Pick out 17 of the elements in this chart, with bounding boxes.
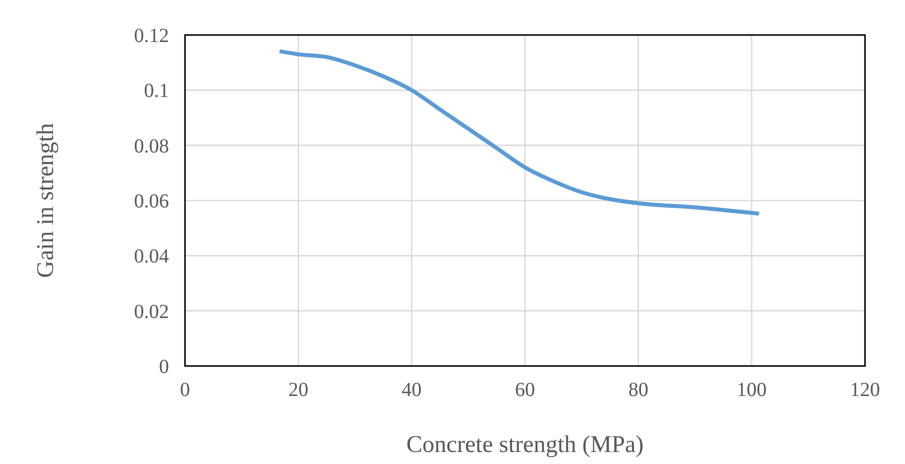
line-series bbox=[279, 50, 760, 216]
y-tick-label: 0.1 bbox=[144, 80, 169, 102]
y-tick-label: 0.02 bbox=[134, 300, 169, 323]
x-tick-label: 80 bbox=[628, 379, 648, 401]
x-tick-label: 20 bbox=[288, 379, 308, 401]
x-axis-title: Concrete strength (MPa) bbox=[406, 432, 644, 458]
x-tick-label: 0 bbox=[180, 379, 190, 401]
y-tick-label: 0.08 bbox=[134, 135, 169, 158]
y-axis-title: Gain in strength bbox=[33, 123, 59, 278]
y-tick-label: 0.12 bbox=[134, 25, 169, 47]
x-tick-label: 40 bbox=[402, 379, 422, 401]
x-tick-label: 60 bbox=[515, 379, 535, 401]
y-tick-label: 0.04 bbox=[134, 246, 169, 268]
y-tick-label: 0.06 bbox=[134, 190, 169, 212]
x-tick-label: 120 bbox=[850, 379, 880, 401]
y-tick-label: 0 bbox=[159, 356, 169, 378]
x-tick-label: 100 bbox=[736, 379, 767, 401]
